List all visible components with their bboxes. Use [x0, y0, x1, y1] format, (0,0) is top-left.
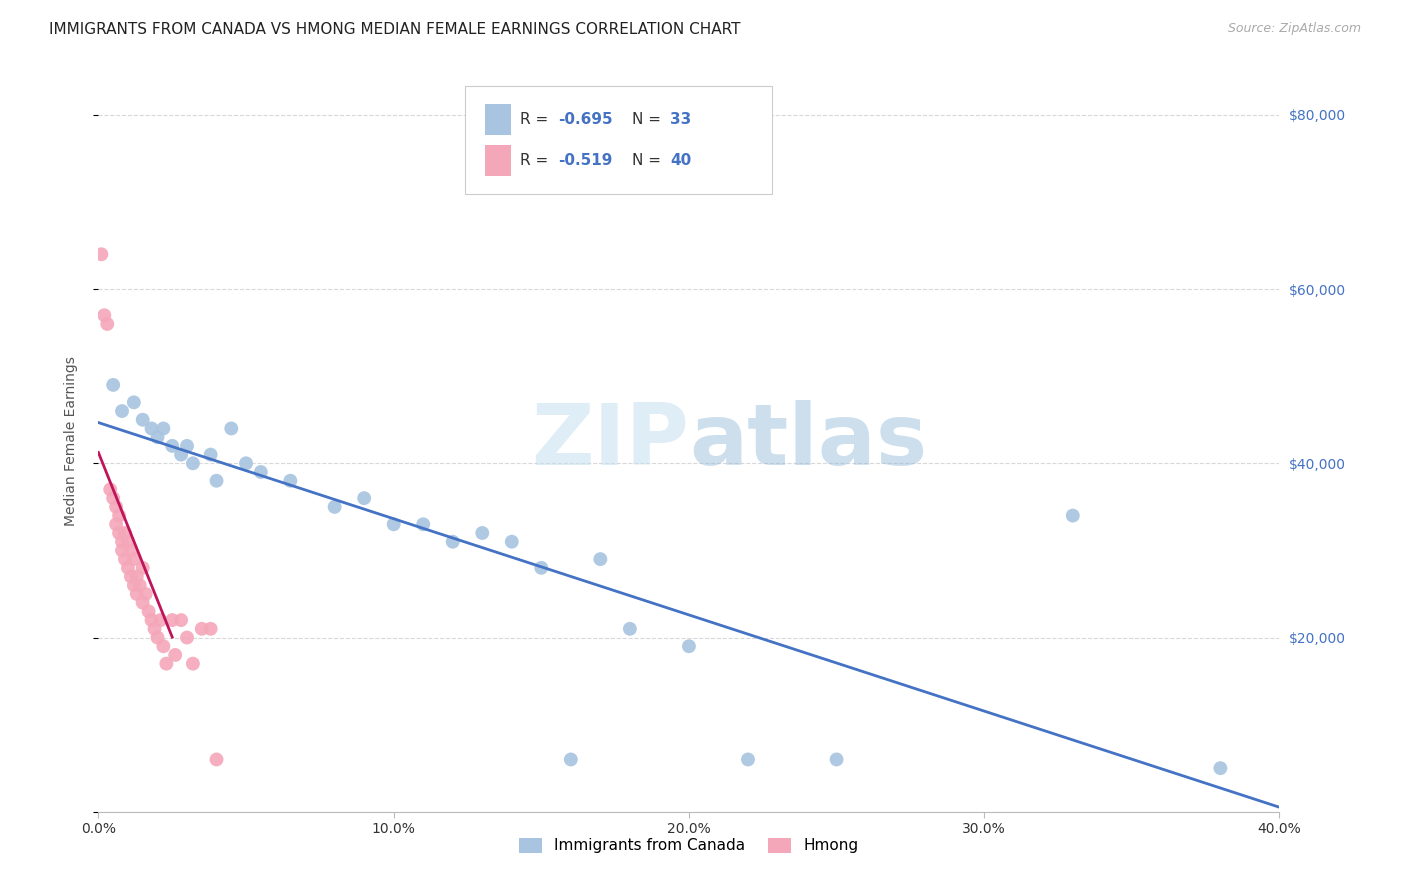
Point: [132, 561, 155, 575]
Y-axis label: Median Female Earnings: Median Female Earnings: [63, 357, 77, 526]
Text: N =: N =: [633, 112, 666, 127]
Point: [125, 587, 148, 601]
Point: [191, 622, 214, 636]
Point: [111, 543, 134, 558]
Point: [122, 552, 145, 566]
Point: [114, 552, 136, 566]
Point: [155, 657, 177, 671]
Point: [114, 526, 136, 541]
Point: [117, 561, 139, 575]
Point: [132, 596, 155, 610]
Legend: Immigrants from Canada, Hmong: Immigrants from Canada, Hmong: [513, 831, 865, 860]
Point: [441, 534, 464, 549]
Text: -0.519: -0.519: [558, 153, 612, 168]
Point: [1209, 761, 1232, 775]
Text: -0.695: -0.695: [558, 112, 613, 127]
Point: [111, 534, 134, 549]
Point: [560, 752, 582, 766]
Point: [170, 613, 193, 627]
Point: [146, 430, 169, 444]
Text: 33: 33: [671, 112, 692, 127]
Point: [170, 448, 193, 462]
Point: [96, 317, 118, 331]
Point: [138, 604, 160, 618]
Point: [501, 534, 523, 549]
Point: [125, 569, 148, 583]
Point: [90, 247, 112, 261]
Point: [162, 439, 183, 453]
Point: [117, 534, 139, 549]
Point: [530, 561, 553, 575]
Point: [181, 456, 204, 470]
Point: [205, 474, 228, 488]
Text: IMMIGRANTS FROM CANADA VS HMONG MEDIAN FEMALE EARNINGS CORRELATION CHART: IMMIGRANTS FROM CANADA VS HMONG MEDIAN F…: [49, 22, 741, 37]
Point: [280, 474, 302, 488]
Point: [122, 578, 145, 592]
Point: [737, 752, 759, 766]
Text: atlas: atlas: [689, 400, 927, 483]
Point: [619, 622, 641, 636]
Point: [471, 526, 494, 541]
Point: [141, 421, 163, 435]
Text: R =: R =: [520, 112, 553, 127]
Bar: [485, 104, 510, 135]
Point: [176, 439, 198, 453]
Point: [105, 500, 128, 514]
Text: ZIP: ZIP: [531, 400, 689, 483]
Text: N =: N =: [633, 153, 666, 168]
Point: [323, 500, 346, 514]
Point: [181, 657, 204, 671]
Point: [412, 517, 434, 532]
Point: [120, 543, 142, 558]
Point: [205, 752, 228, 766]
Point: [678, 639, 700, 653]
Point: [152, 639, 174, 653]
Point: [162, 613, 183, 627]
Point: [128, 578, 150, 592]
Point: [98, 483, 121, 497]
Point: [200, 448, 222, 462]
Point: [103, 491, 125, 505]
Point: [132, 413, 155, 427]
Point: [353, 491, 375, 505]
Text: R =: R =: [520, 153, 553, 168]
Point: [221, 421, 243, 435]
Point: [146, 631, 169, 645]
Point: [589, 552, 612, 566]
Point: [1062, 508, 1084, 523]
Point: [108, 508, 131, 523]
Point: [382, 517, 405, 532]
Point: [105, 517, 128, 532]
Text: Source: ZipAtlas.com: Source: ZipAtlas.com: [1227, 22, 1361, 36]
FancyBboxPatch shape: [464, 87, 772, 194]
Point: [141, 613, 163, 627]
Point: [825, 752, 848, 766]
Point: [143, 622, 166, 636]
Point: [103, 378, 125, 392]
Point: [235, 456, 257, 470]
Point: [200, 622, 222, 636]
Point: [108, 526, 131, 541]
Text: 40: 40: [671, 153, 692, 168]
Point: [152, 421, 174, 435]
Point: [176, 631, 198, 645]
Point: [250, 465, 273, 479]
Point: [122, 395, 145, 409]
Point: [149, 613, 172, 627]
Bar: [485, 145, 510, 176]
Point: [120, 569, 142, 583]
Point: [165, 648, 187, 662]
Point: [93, 308, 115, 322]
Point: [135, 587, 157, 601]
Point: [111, 404, 134, 418]
